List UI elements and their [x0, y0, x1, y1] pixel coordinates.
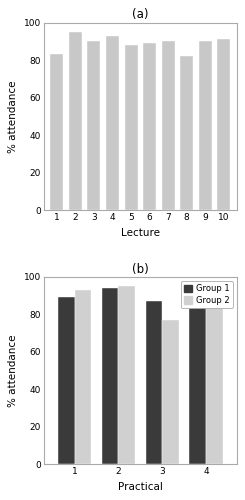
Bar — [87, 42, 100, 210]
Y-axis label: % attendance: % attendance — [8, 80, 18, 152]
Bar — [58, 298, 74, 464]
Bar — [102, 288, 118, 465]
X-axis label: Practical: Practical — [118, 482, 163, 492]
Bar — [199, 42, 212, 210]
Bar — [206, 298, 223, 464]
Bar — [146, 301, 162, 464]
Bar — [74, 290, 91, 465]
Bar — [124, 45, 137, 210]
Bar — [106, 36, 119, 210]
X-axis label: Lecture: Lecture — [121, 228, 160, 237]
Bar — [50, 54, 63, 210]
Bar — [143, 43, 156, 210]
Bar — [162, 42, 175, 210]
Title: (a): (a) — [132, 8, 148, 22]
Y-axis label: % attendance: % attendance — [8, 334, 18, 407]
Bar — [189, 284, 206, 465]
Bar — [118, 286, 135, 465]
Bar — [180, 56, 193, 210]
Title: (b): (b) — [132, 262, 149, 276]
Bar — [69, 32, 82, 210]
Bar — [217, 40, 230, 210]
Bar — [162, 320, 179, 464]
Legend: Group 1, Group 2: Group 1, Group 2 — [181, 281, 233, 308]
